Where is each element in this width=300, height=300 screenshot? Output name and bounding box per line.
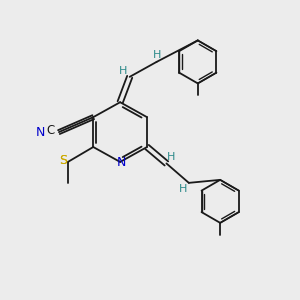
Text: N: N — [36, 126, 45, 139]
Text: S: S — [59, 154, 68, 167]
Text: H: H — [179, 184, 187, 194]
Text: S: S — [59, 154, 68, 167]
Text: H: H — [167, 152, 176, 163]
Text: N: N — [117, 156, 126, 169]
Text: C: C — [46, 124, 55, 137]
Text: H: H — [152, 50, 161, 60]
Text: H: H — [119, 66, 127, 76]
